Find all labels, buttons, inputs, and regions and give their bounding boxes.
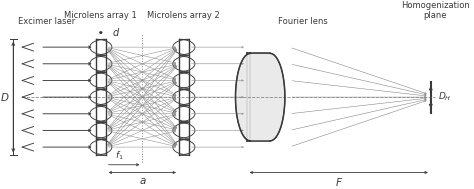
Text: Homogenization
plane: Homogenization plane	[401, 1, 470, 20]
Text: $D$: $D$	[0, 91, 10, 103]
Text: $F$: $F$	[335, 176, 343, 188]
Text: $a$: $a$	[138, 176, 146, 186]
Polygon shape	[236, 53, 285, 141]
Text: Microlens array 1: Microlens array 1	[64, 11, 137, 20]
Text: Microlens array 2: Microlens array 2	[147, 11, 220, 20]
Text: Fourier lens: Fourier lens	[278, 17, 328, 26]
Text: $D_H$: $D_H$	[438, 91, 451, 103]
Text: Excimer laser: Excimer laser	[18, 17, 75, 26]
Text: $f_1$: $f_1$	[115, 150, 124, 162]
Text: $d$: $d$	[112, 26, 121, 38]
